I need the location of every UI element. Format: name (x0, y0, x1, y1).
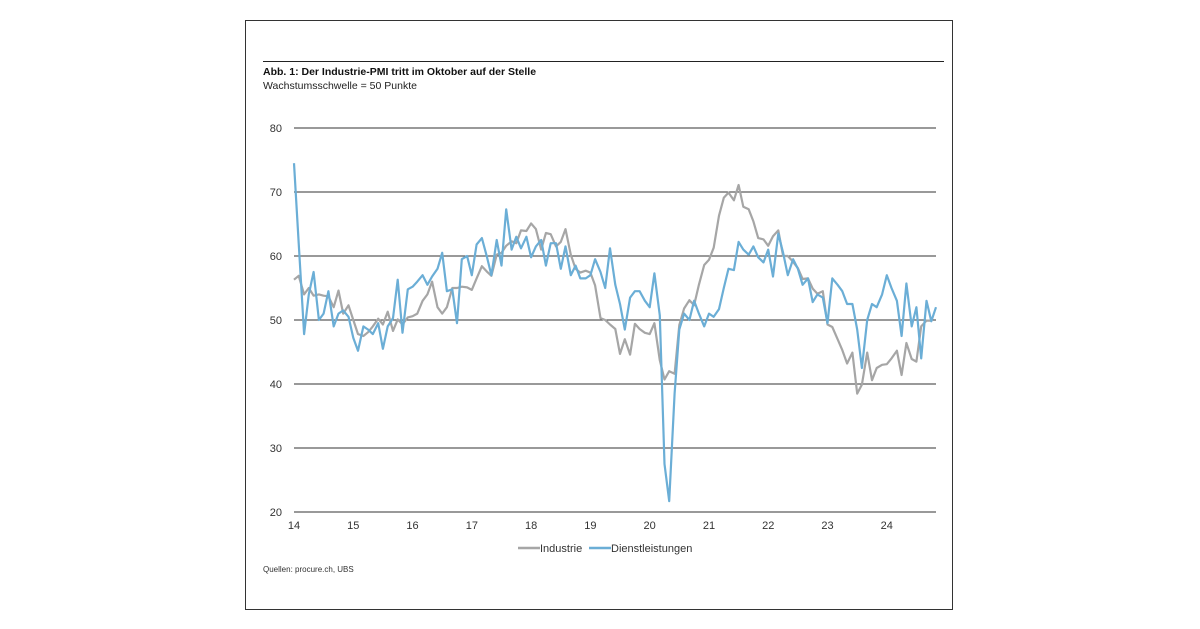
y-tick-label: 30 (270, 443, 282, 455)
x-tick-label: 18 (525, 520, 537, 532)
x-tick-label: 19 (584, 520, 596, 532)
y-tick-label: 20 (270, 507, 282, 519)
x-tick-label: 16 (406, 520, 418, 532)
title-rule (263, 61, 944, 62)
x-tick-label: 23 (821, 520, 833, 532)
x-tick-label: 21 (703, 520, 715, 532)
x-tick-label: 22 (762, 520, 774, 532)
grid-lines (294, 127, 936, 513)
legend-label: Industrie (540, 543, 582, 555)
y-tick-label: 50 (270, 315, 282, 327)
y-tick-label: 60 (270, 251, 282, 263)
y-tick-label: 80 (270, 123, 282, 135)
source-note: Quellen: procure.ch, UBS (263, 565, 354, 574)
line-chart: 20 30 40 50 60 70 80 14 15 16 17 18 19 20 21 22 23 24 In… (270, 123, 938, 555)
series-line-industrie (293, 183, 932, 395)
y-axis-ticks: 20 30 40 50 60 70 80 (270, 123, 282, 519)
x-tick-label: 17 (466, 520, 478, 532)
legend-label: Dienstleistungen (611, 543, 692, 555)
x-axis-ticks: 14 15 16 17 18 19 20 21 22 23 24 (288, 520, 893, 532)
series-lines (292, 163, 938, 503)
chart-subtitle: Wachstumsschwelle = 50 Punkte (263, 80, 417, 92)
x-tick-label: 20 (644, 520, 656, 532)
y-tick-label: 70 (270, 187, 282, 199)
x-tick-label: 24 (881, 520, 893, 532)
x-tick-label: 15 (347, 520, 359, 532)
series-line-dienstleistungen (292, 163, 938, 503)
legend: Industrie Dienstleistungen (518, 543, 692, 555)
y-tick-label: 40 (270, 379, 282, 391)
x-tick-label: 14 (288, 520, 300, 532)
chart-frame: Abb. 1: Der Industrie-PMI tritt im Oktob… (245, 20, 953, 610)
chart-title: Abb. 1: Der Industrie-PMI tritt im Oktob… (263, 66, 537, 78)
